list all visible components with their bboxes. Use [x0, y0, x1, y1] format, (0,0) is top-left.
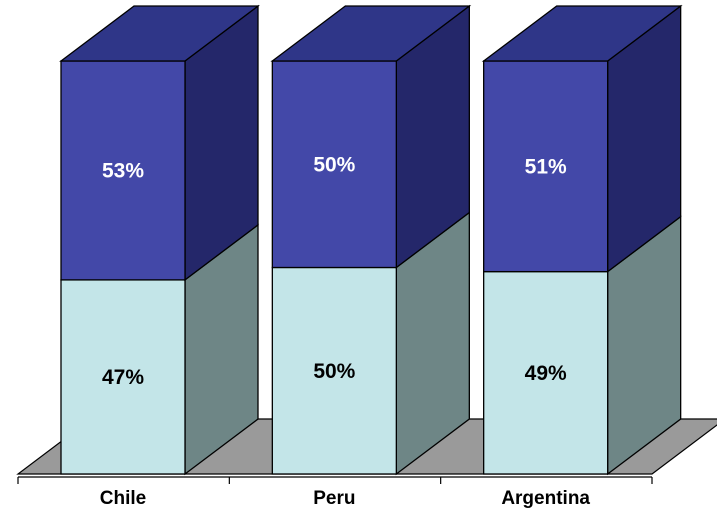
bar-chile-series-2-label: 53% [102, 159, 144, 182]
bar-peru-series-2-top [270, 5, 472, 62]
bar-chile-series-2 [60, 60, 186, 281]
bar-group-chile: 47% 53% [59, 4, 260, 476]
x-axis: Chile Peru Argentina [17, 476, 653, 509]
bar-peru-series-2 [271, 60, 397, 269]
bar-chile-series-1-label: 47% [102, 366, 144, 389]
bar-group-argentina: 49% 51% [481, 4, 683, 476]
bar-peru-series-2-label: 50% [313, 153, 355, 176]
bar-peru-series-1 [271, 266, 397, 475]
bar-group-peru: 50% 50% [270, 4, 472, 476]
bar-chile-series-1 [60, 279, 186, 475]
bar-chile-series-2-top [59, 5, 260, 62]
bar-argentina-series-1 [483, 270, 609, 475]
bar-argentina-series-2 [483, 60, 609, 273]
bars: 47% 53% 50% 50% 49% 51% [59, 4, 683, 476]
x-tick-label-argentina: Argentina [501, 488, 590, 509]
bar-argentina-series-2-label: 51% [525, 155, 567, 178]
x-tick-label-peru: Peru [313, 488, 355, 509]
x-tick-label-chile: Chile [100, 488, 146, 509]
bar-peru-series-1-label: 50% [313, 360, 355, 383]
bar-argentina-series-1-label: 49% [525, 362, 567, 385]
bar-argentina-series-2-top [481, 5, 683, 62]
